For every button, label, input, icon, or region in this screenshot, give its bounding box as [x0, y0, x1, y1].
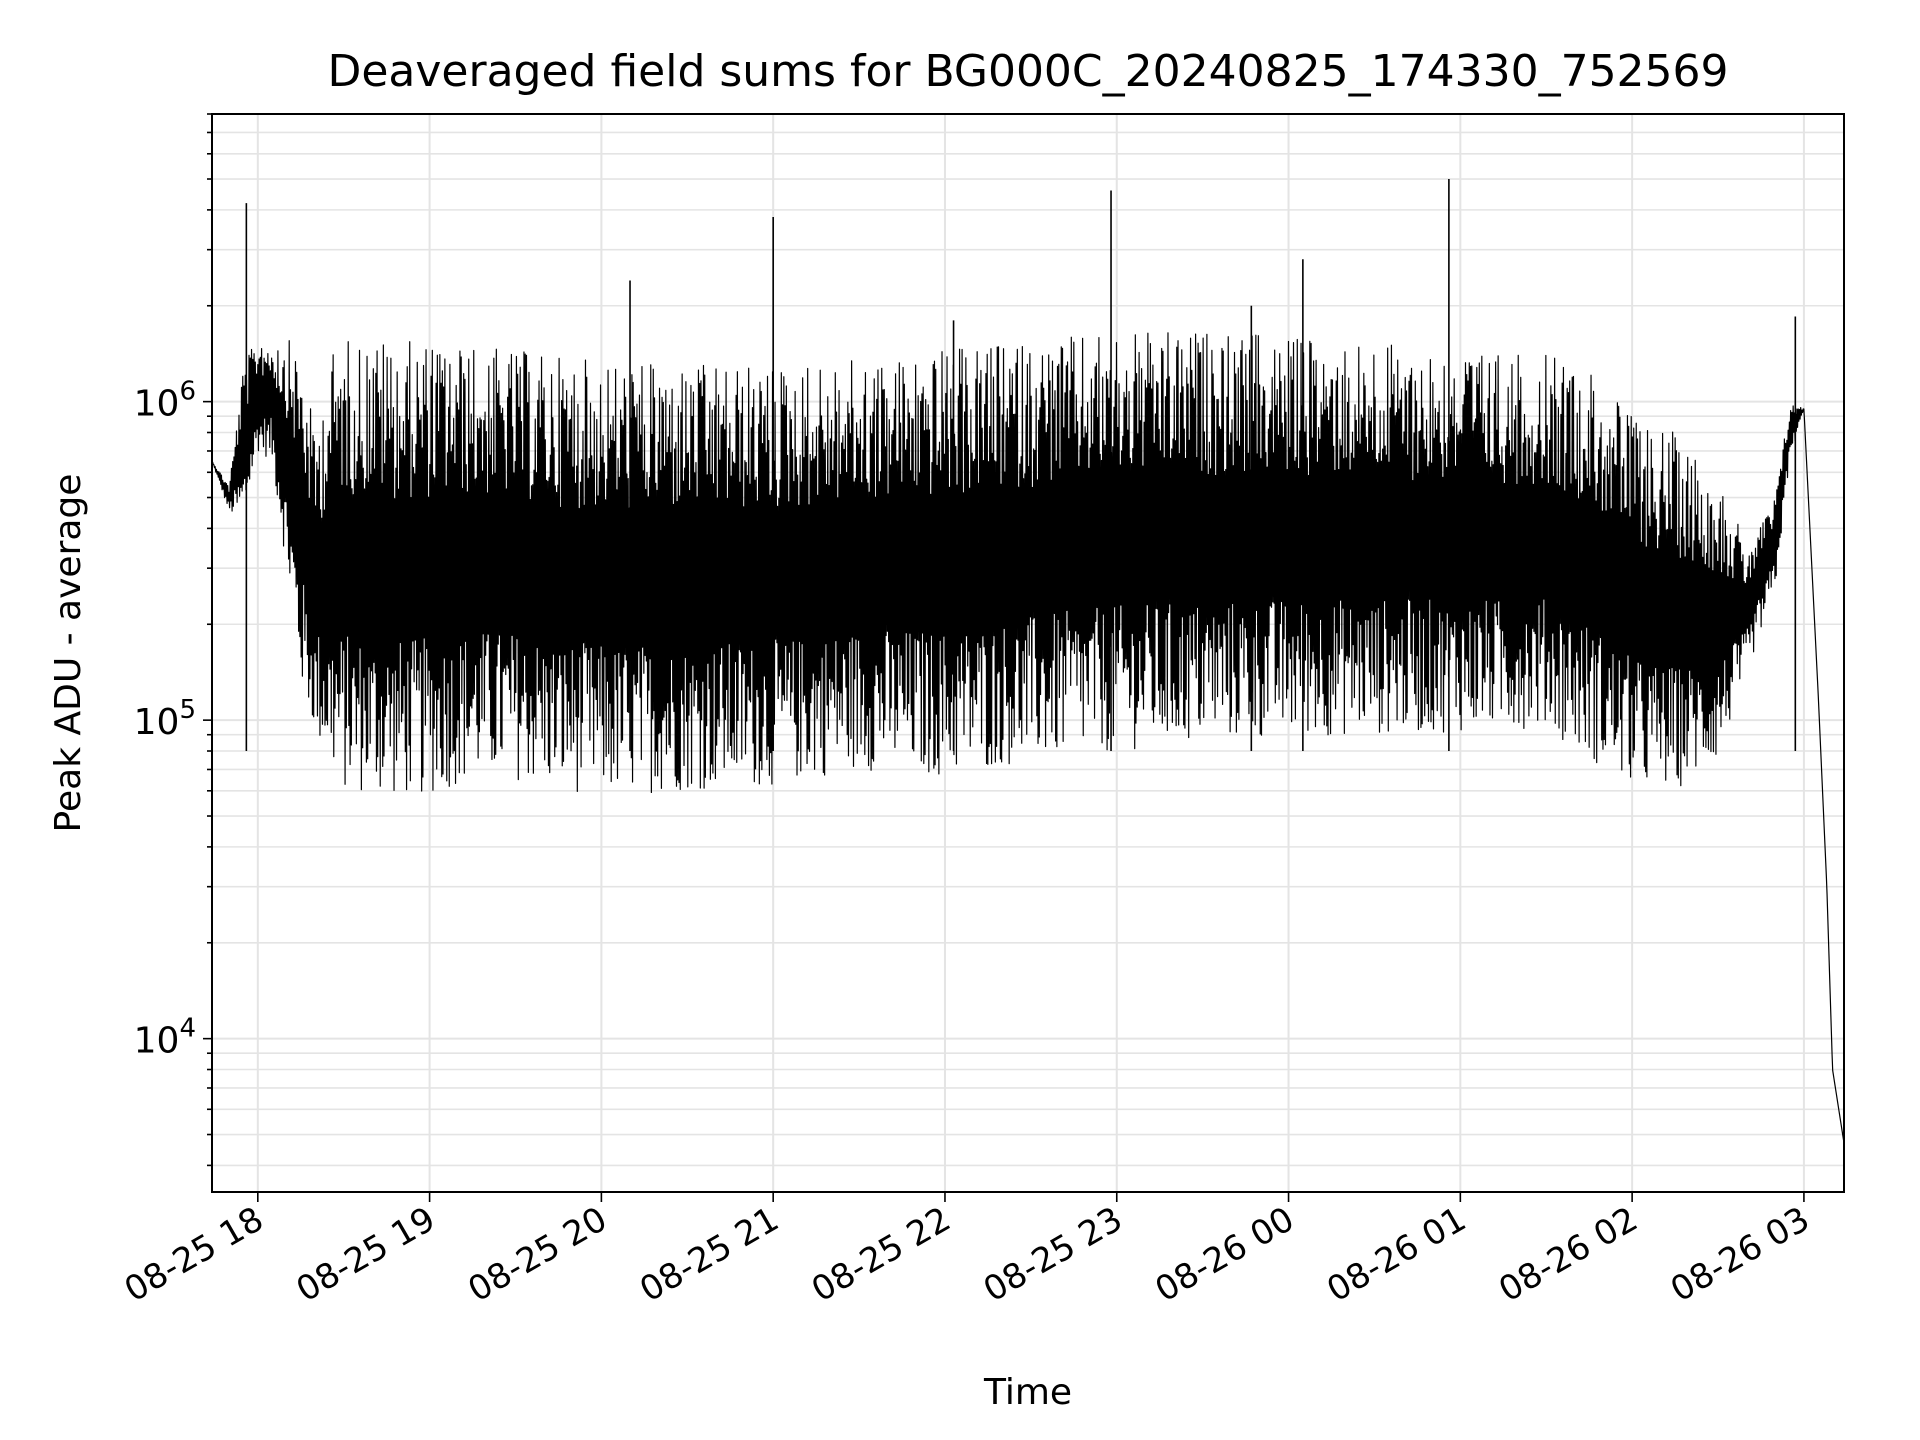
chart-title: Deaveraged field sums for BG000C_2024082…	[327, 46, 1728, 97]
series-line	[211, 332, 1845, 1144]
y-tick-label: 105	[134, 695, 196, 743]
plot-line	[211, 179, 1845, 1144]
y-tick-label: 104	[134, 1014, 196, 1062]
plot-frame	[211, 113, 1845, 1193]
x-axis-label: Time	[983, 1372, 1072, 1413]
y-axis: 104 105 106	[134, 113, 212, 1167]
y-tick-label: 106	[134, 377, 196, 425]
y-axis-label: Peak ADU - average	[48, 474, 89, 833]
